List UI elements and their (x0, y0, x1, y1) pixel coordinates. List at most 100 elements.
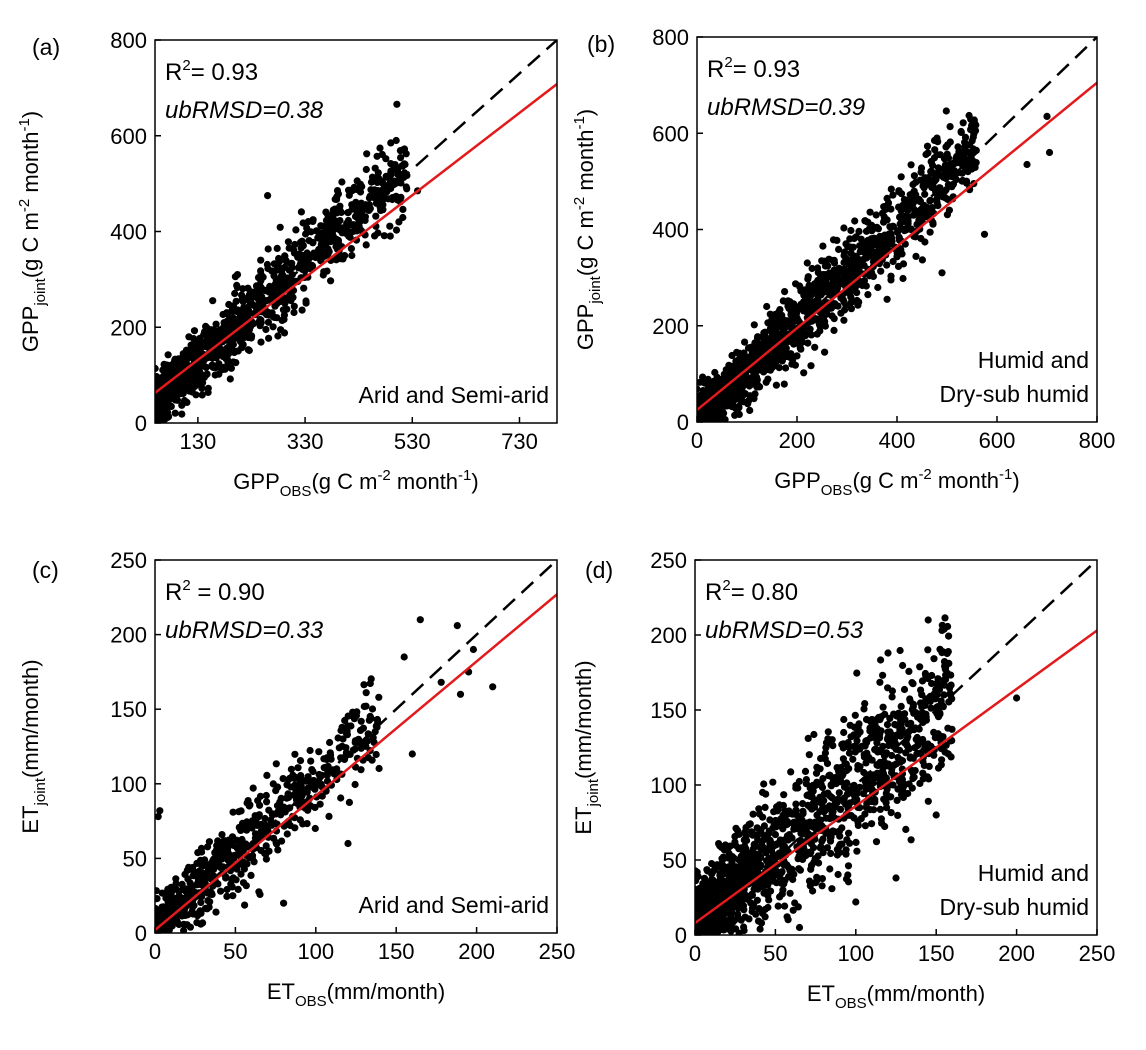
data-point (942, 194, 950, 202)
data-point (771, 831, 780, 839)
data-point (742, 832, 750, 840)
data-point (785, 807, 793, 815)
data-point (817, 816, 825, 824)
x-tick-label: 800 (1079, 428, 1116, 453)
data-point (727, 921, 735, 929)
data-point (907, 836, 915, 844)
data-point (945, 632, 953, 640)
data-point (309, 217, 317, 225)
data-point (215, 370, 223, 378)
data-point (260, 822, 268, 830)
data-point (842, 301, 850, 309)
data-point-outlier (156, 807, 164, 815)
data-point (237, 870, 245, 878)
data-point (918, 691, 926, 699)
data-point (854, 726, 862, 735)
data-point-outlier (395, 218, 403, 226)
data-point (847, 305, 856, 313)
data-point-outlier (365, 194, 373, 202)
data-point (922, 713, 930, 721)
data-point (315, 748, 323, 756)
data-point (167, 897, 175, 906)
data-point (825, 255, 833, 263)
data-point (258, 293, 266, 301)
data-point (766, 837, 774, 846)
data-point (359, 202, 367, 210)
ubrmsd-label: ubRMSD=0.38 (165, 97, 324, 124)
data-point (357, 717, 365, 725)
data-point (822, 829, 830, 837)
data-point (962, 177, 971, 185)
data-point (879, 209, 887, 217)
data-point (168, 922, 176, 930)
data-point (287, 783, 295, 791)
data-point (869, 234, 877, 243)
data-point (244, 326, 252, 334)
data-point (856, 763, 864, 771)
data-point (372, 212, 380, 220)
data-point (854, 821, 862, 830)
data-point (862, 759, 870, 767)
x-tick-label: 50 (223, 939, 247, 964)
data-point (781, 288, 789, 296)
data-point-outlier (456, 690, 465, 698)
data-point-outlier (1045, 148, 1054, 157)
data-point (889, 731, 897, 740)
data-point (376, 144, 384, 152)
data-point (259, 273, 267, 281)
data-point (774, 322, 782, 330)
data-point (741, 390, 749, 398)
data-point (699, 387, 707, 395)
r-squared-label: R2= 0.93 (707, 54, 800, 83)
data-point (731, 832, 739, 841)
data-point (887, 272, 895, 280)
plot-area (155, 560, 557, 933)
data-point (924, 149, 932, 157)
data-point (351, 745, 359, 753)
data-point (872, 838, 881, 846)
data-point (164, 395, 172, 403)
data-point (322, 208, 330, 216)
data-point (155, 364, 159, 373)
data-point (835, 842, 843, 850)
data-point (851, 217, 859, 225)
data-point (772, 816, 780, 825)
data-point (941, 662, 949, 670)
data-point (883, 735, 892, 743)
y-tick-label: 600 (110, 124, 147, 149)
data-point (155, 378, 163, 386)
data-point (907, 719, 915, 727)
data-point (197, 869, 205, 877)
data-point (778, 868, 786, 876)
data-point (894, 785, 902, 793)
plot-area (155, 40, 557, 423)
data-point (795, 777, 803, 786)
data-point (257, 256, 265, 264)
data-point (897, 173, 905, 181)
data-point (273, 314, 281, 322)
data-point (897, 756, 905, 764)
data-point (801, 767, 810, 776)
data-point (869, 727, 877, 735)
data-point (712, 918, 720, 926)
data-point (803, 259, 811, 267)
data-point (905, 745, 913, 753)
data-point (764, 375, 772, 383)
data-point (353, 177, 361, 185)
data-point (235, 329, 244, 337)
data-point (279, 775, 287, 783)
data-point (778, 357, 786, 365)
data-point (781, 902, 789, 910)
x-axis-label: ETOBS(mm/month) (267, 979, 445, 1010)
data-point (322, 249, 330, 258)
data-point (719, 861, 727, 870)
x-tick-label: 100 (297, 939, 334, 964)
data-point (816, 844, 825, 852)
data-point-outlier (980, 230, 989, 238)
data-point (338, 178, 346, 186)
data-point (162, 361, 171, 369)
data-point (756, 925, 764, 933)
data-point (809, 785, 817, 793)
data-point (734, 904, 742, 912)
